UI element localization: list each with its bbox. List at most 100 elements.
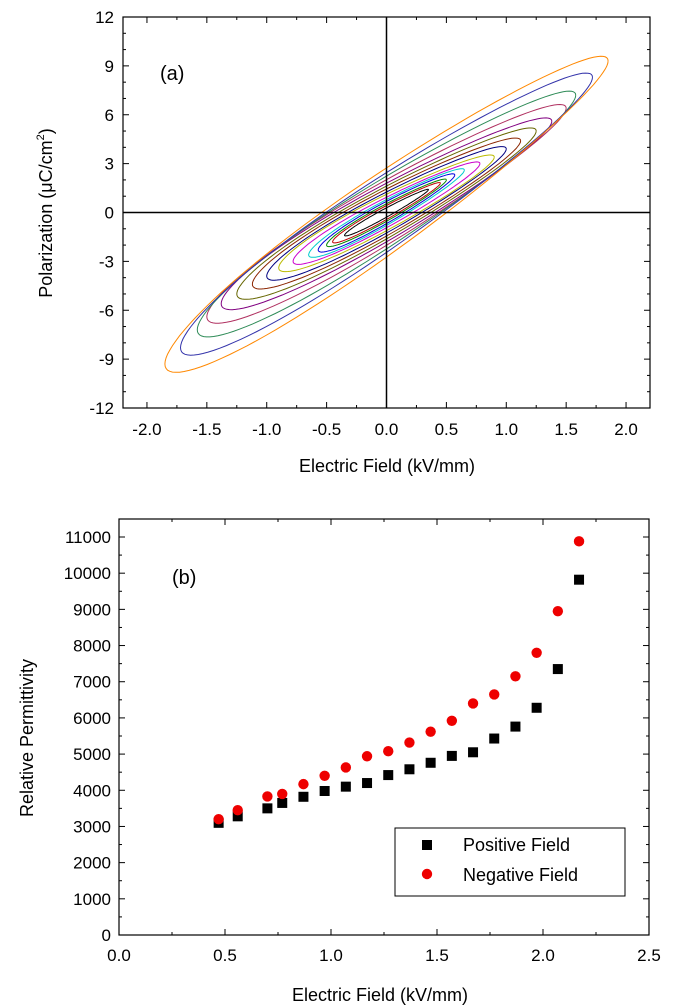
point-negative-field [262, 791, 273, 802]
legend-label-positive-field: Positive Field [463, 835, 570, 855]
point-negative-field [489, 689, 500, 700]
y-tick-label-b: 10000 [64, 564, 111, 583]
legend: Positive Field Negative Field [394, 827, 626, 897]
x-axis-ticks-b: 0.0 0.5 1.0 1.5 2.0 2.5 [107, 519, 661, 965]
y-tick-label-a: -6 [99, 301, 114, 320]
point-negative-field [404, 737, 415, 748]
point-negative-field [383, 745, 394, 757]
hysteresis-loops [164, 55, 609, 373]
x-tick-label-a: -1.5 [192, 420, 221, 439]
x-tick-label-a: 2.0 [614, 420, 638, 439]
hysteresis-loop-11 [220, 117, 553, 311]
panel-a-hysteresis-chart: -2.0 -1.5 -1.0 -0.5 0.0 0.5 1.0 1.5 2.0 -12-9-6-… [35, 8, 651, 476]
y-axis-title-a-mu: μ [36, 182, 56, 192]
x-tick-label-b: 1.0 [319, 946, 343, 965]
y-tick-label-b: 2000 [73, 854, 111, 873]
y-axis-title-a-sup: 2 [35, 134, 47, 140]
point-negative-field [319, 770, 330, 781]
point-negative-field [446, 715, 458, 727]
y-tick-label-a: -3 [99, 252, 114, 271]
x-tick-label-a: 1.5 [554, 420, 578, 439]
hysteresis-loop-3 [326, 178, 447, 248]
hysteresis-loop-15 [164, 55, 609, 373]
y-axis-title-b: Relative Permittivity [17, 659, 37, 817]
point-positive-field [489, 733, 500, 744]
point-positive-field [319, 785, 330, 796]
y-tick-label-b: 3000 [73, 817, 111, 836]
point-positive-field [404, 764, 415, 775]
point-negative-field [277, 788, 288, 800]
hysteresis-loop-10 [236, 127, 537, 300]
y-tick-label-b: 8000 [73, 637, 111, 656]
legend-box [394, 827, 626, 897]
y-axis-title-a-main: Polarization ( [36, 193, 56, 298]
y-tick-label-a: 3 [105, 155, 114, 174]
point-positive-field [574, 574, 585, 585]
y-axis-ticks-b: 0 1000 2000 3000 4000 5000 6000 7000 8000 9000 100… [64, 528, 649, 945]
point-positive-field [383, 770, 394, 781]
hysteresis-loop-2 [332, 182, 441, 244]
panel-b-permittivity-chart: 0.0 0.5 1.0 1.5 2.0 2.5 0 1000 2000 3000 4000 5000… [17, 518, 661, 1005]
hysteresis-loop-1 [344, 188, 429, 237]
hysteresis-loop-14 [179, 72, 593, 356]
x-tick-label-a: -1.0 [252, 420, 281, 439]
point-positive-field [425, 757, 436, 768]
point-positive-field [552, 664, 563, 675]
x-tick-label-a: -2.0 [132, 420, 161, 439]
y-tick-label-b: 5000 [73, 745, 111, 764]
point-negative-field [298, 778, 309, 790]
point-negative-field [425, 726, 436, 737]
point-negative-field [361, 751, 373, 762]
y-tick-label-a: 9 [105, 57, 114, 76]
point-negative-field [213, 814, 224, 825]
point-positive-field [446, 750, 457, 761]
point-positive-field [531, 702, 542, 713]
y-axis-title-a-unit: C/cm [36, 140, 56, 182]
y-axis-title-a-close: ) [36, 128, 56, 134]
point-positive-field [232, 811, 243, 822]
point-negative-field [573, 536, 585, 547]
point-negative-field [340, 762, 352, 773]
x-tick-label-a: 0.0 [375, 420, 399, 439]
x-axis-title-a: Electric Field (kV/mm) [299, 456, 475, 476]
x-tick-label-a: 1.0 [494, 420, 518, 439]
y-tick-label-a: 6 [105, 106, 114, 125]
x-tick-label-b: 2.0 [531, 946, 555, 965]
x-tick-label-a: -0.5 [312, 420, 341, 439]
point-negative-field [510, 671, 521, 682]
legend-label-negative-field: Negative Field [463, 865, 578, 885]
hysteresis-loop-6 [292, 161, 481, 265]
y-tick-label-b: 6000 [73, 709, 111, 728]
point-negative-field [232, 804, 243, 816]
y-tick-label-a: 0 [105, 204, 114, 223]
hysteresis-loop-4 [317, 173, 456, 253]
point-positive-field [510, 721, 521, 732]
data-points-b [213, 536, 585, 828]
x-axis-ticks-a: -2.0 -1.5 -1.0 -0.5 0.0 0.5 1.0 1.5 2.0 [132, 17, 638, 439]
x-tick-label-b: 0.0 [107, 946, 131, 965]
point-negative-field [552, 605, 564, 617]
legend-marker-positive-field [422, 840, 432, 850]
y-tick-label-b: 11000 [65, 528, 111, 547]
y-tick-label-a: -12 [89, 399, 114, 418]
y-axis-ticks-a: -12 -9 -6 -3 0 3 6 9 12 [89, 8, 650, 418]
x-axis-title-b: Electric Field (kV/mm) [292, 985, 468, 1005]
y-tick-label-b: 9000 [73, 600, 111, 619]
hysteresis-loop-9 [251, 137, 522, 290]
point-positive-field [362, 778, 373, 789]
point-positive-field [340, 781, 351, 792]
y-tick-label-b: 7000 [73, 673, 111, 692]
y-tick-label-b: 0 [102, 926, 111, 945]
y-tick-label-b: 4000 [73, 781, 111, 800]
point-negative-field [531, 647, 542, 658]
point-positive-field [468, 747, 479, 758]
hysteresis-loop-5 [308, 168, 465, 258]
point-positive-field [277, 797, 288, 808]
hysteresis-loop-7 [278, 154, 495, 273]
x-tick-label-b: 2.5 [637, 946, 661, 965]
point-positive-field [298, 791, 309, 802]
x-tick-label-b: 0.5 [213, 946, 237, 965]
y-tick-label-a: -9 [99, 350, 114, 369]
panel-label-b: (b) [172, 567, 196, 589]
